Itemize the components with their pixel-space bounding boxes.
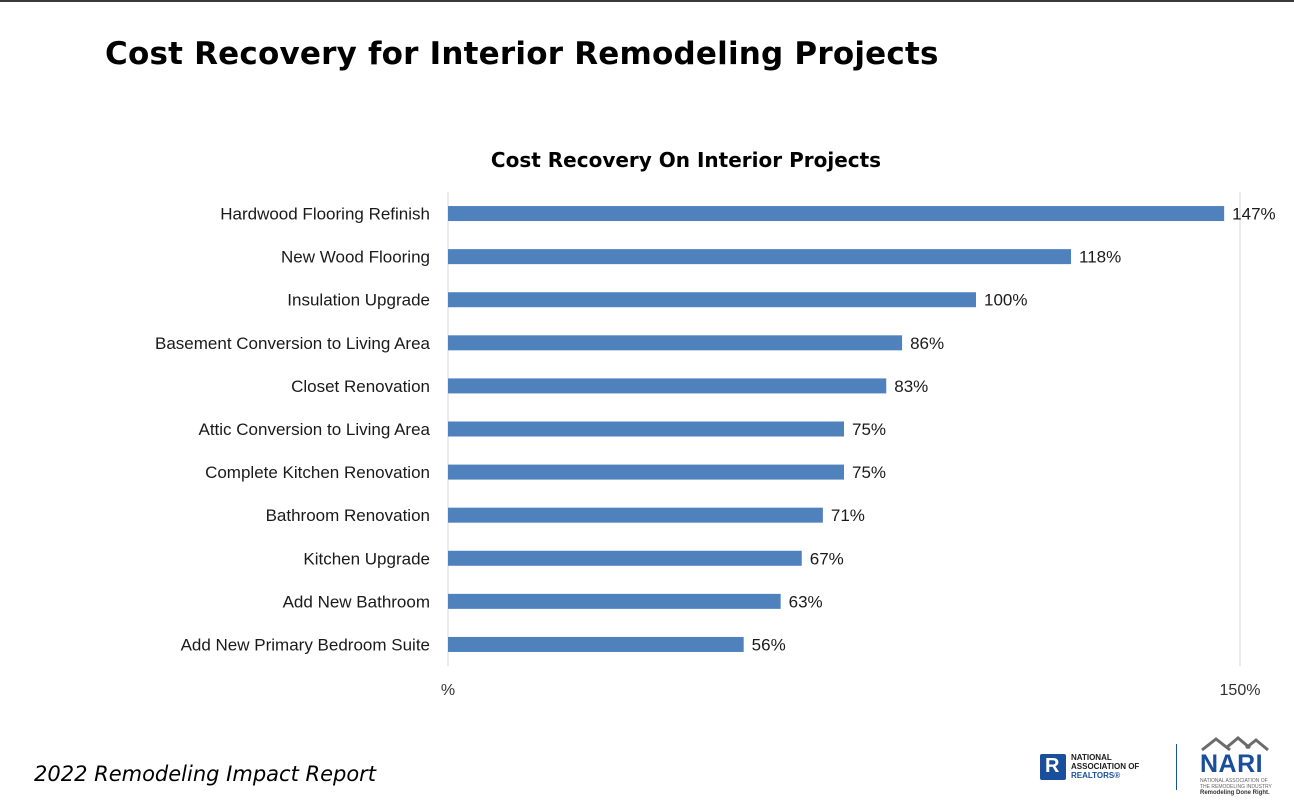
report-footer: 2022 Remodeling Impact Report	[34, 762, 377, 786]
category-label: Closet Renovation	[291, 377, 430, 396]
chart-title: Cost Recovery On Interior Projects	[490, 148, 882, 172]
bar	[448, 335, 903, 351]
category-label: Hardwood Flooring Refinish	[220, 205, 430, 224]
data-label: 67%	[810, 549, 844, 568]
x-tick-label: 150%	[1220, 682, 1261, 699]
bar	[448, 421, 844, 437]
data-label: 83%	[894, 377, 928, 396]
data-label: 75%	[852, 463, 886, 482]
bar	[448, 507, 823, 523]
nar-logo: NATIONAL ASSOCIATION OF REALTORS®	[1040, 752, 1160, 786]
x-tick-label: %	[441, 682, 455, 699]
nari-logo: NARI National Association of the Remodel…	[1196, 736, 1276, 800]
top-rule	[0, 0, 1294, 2]
category-label: Complete Kitchen Renovation	[205, 463, 430, 482]
nari-wordmark: NARI	[1200, 750, 1264, 778]
house-roof-icon	[1201, 736, 1269, 752]
data-label: 71%	[831, 506, 865, 525]
category-label: Kitchen Upgrade	[303, 549, 430, 568]
data-label: 63%	[789, 592, 823, 611]
bar	[448, 378, 887, 394]
data-label: 75%	[852, 420, 886, 439]
page-title: Cost Recovery for Interior Remodeling Pr…	[105, 36, 939, 72]
nari-tagline: Remodeling Done Right.	[1200, 790, 1270, 796]
logo-divider	[1176, 744, 1177, 790]
category-label: Add New Bathroom	[283, 592, 430, 611]
bar	[448, 550, 802, 566]
category-label: New Wood Flooring	[281, 248, 430, 267]
data-label: 147%	[1232, 205, 1275, 224]
category-label: Attic Conversion to Living Area	[198, 420, 430, 439]
realtor-r-icon	[1040, 754, 1066, 780]
nar-logo-text: NATIONAL ASSOCIATION OF REALTORS®	[1071, 753, 1140, 780]
bar	[448, 464, 844, 480]
category-label: Insulation Upgrade	[287, 291, 430, 310]
bar	[448, 206, 1225, 222]
category-label: Bathroom Renovation	[266, 506, 430, 525]
nari-subtitle: National Association of the Remodeling I…	[1200, 778, 1272, 790]
bar	[448, 593, 781, 609]
bar	[448, 292, 976, 308]
data-label: 118%	[1079, 248, 1121, 267]
category-label: Basement Conversion to Living Area	[155, 334, 431, 353]
category-label: Add New Primary Bedroom Suite	[181, 635, 430, 654]
data-label: 86%	[910, 334, 944, 353]
data-label: 56%	[752, 635, 786, 654]
bar	[448, 249, 1072, 265]
bar	[448, 636, 744, 652]
data-label: 100%	[984, 291, 1027, 310]
bar-chart: Hardwood Flooring Refinish 147% New Wood F…	[155, 192, 1276, 699]
